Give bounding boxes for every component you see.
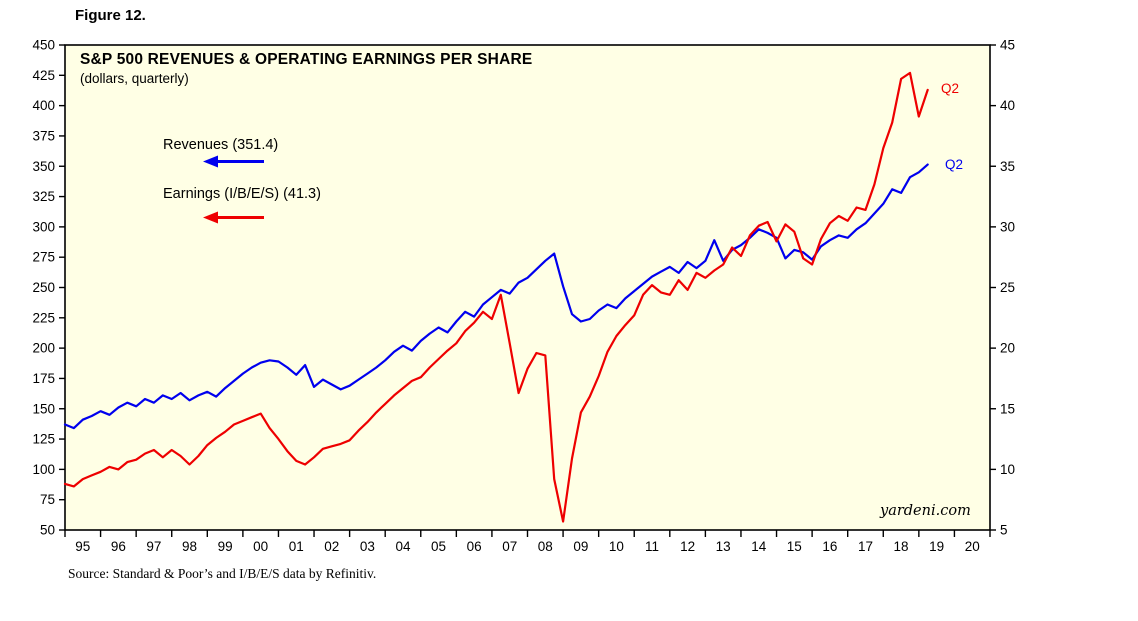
svg-text:20: 20 bbox=[965, 539, 980, 554]
svg-text:100: 100 bbox=[32, 462, 55, 477]
svg-text:12: 12 bbox=[680, 539, 695, 554]
svg-text:00: 00 bbox=[253, 539, 268, 554]
plot-area bbox=[64, 44, 991, 531]
svg-text:125: 125 bbox=[32, 432, 55, 447]
svg-text:03: 03 bbox=[360, 539, 375, 554]
svg-text:99: 99 bbox=[218, 539, 233, 554]
svg-text:11: 11 bbox=[645, 539, 659, 554]
earnings-endpoint-label: Q2 bbox=[941, 81, 960, 96]
svg-text:50: 50 bbox=[40, 523, 55, 538]
svg-text:02: 02 bbox=[324, 539, 339, 554]
earnings-legend-label: Earnings (I/B/E/S) (41.3) bbox=[163, 186, 321, 202]
svg-text:07: 07 bbox=[502, 539, 517, 554]
svg-text:200: 200 bbox=[32, 341, 55, 356]
svg-text:18: 18 bbox=[894, 539, 909, 554]
svg-text:25: 25 bbox=[1000, 280, 1015, 295]
svg-text:10: 10 bbox=[609, 539, 624, 554]
svg-text:04: 04 bbox=[395, 539, 411, 554]
svg-text:15: 15 bbox=[787, 539, 802, 554]
svg-text:08: 08 bbox=[538, 539, 553, 554]
chart-subtitle: (dollars, quarterly) bbox=[80, 71, 189, 86]
svg-text:20: 20 bbox=[1000, 341, 1015, 356]
svg-text:05: 05 bbox=[431, 539, 446, 554]
svg-text:400: 400 bbox=[32, 98, 55, 113]
revenues-legend-label: Revenues (351.4) bbox=[163, 137, 279, 153]
svg-text:97: 97 bbox=[146, 539, 161, 554]
svg-text:15: 15 bbox=[1000, 401, 1015, 416]
svg-text:17: 17 bbox=[858, 539, 873, 554]
earnings-line bbox=[63, 71, 929, 523]
revenues-endpoint-label: Q2 bbox=[945, 157, 964, 172]
chart-title: S&P 500 REVENUES & OPERATING EARNINGS PE… bbox=[80, 51, 533, 68]
svg-text:75: 75 bbox=[40, 492, 55, 507]
yardeni-watermark: yardeni.com bbox=[880, 503, 971, 519]
svg-text:250: 250 bbox=[32, 280, 55, 295]
svg-text:95: 95 bbox=[75, 539, 90, 554]
chart-canvas: 5075100125150175200225250275300325350375… bbox=[32, 38, 1015, 555]
svg-text:325: 325 bbox=[32, 189, 55, 204]
svg-text:450: 450 bbox=[32, 38, 55, 53]
svg-text:14: 14 bbox=[751, 539, 767, 554]
svg-text:375: 375 bbox=[32, 128, 55, 143]
svg-text:40: 40 bbox=[1000, 98, 1015, 113]
earnings-left-arrow-icon bbox=[203, 211, 265, 224]
svg-text:175: 175 bbox=[32, 371, 55, 386]
svg-text:09: 09 bbox=[573, 539, 588, 554]
svg-text:275: 275 bbox=[32, 250, 55, 265]
svg-text:16: 16 bbox=[822, 539, 837, 554]
svg-text:5: 5 bbox=[1000, 523, 1008, 538]
svg-text:35: 35 bbox=[1000, 159, 1015, 174]
revenues-line bbox=[63, 163, 929, 430]
svg-text:19: 19 bbox=[929, 539, 944, 554]
revenues-left-arrow-icon bbox=[203, 155, 265, 168]
figure-label: Figure 12. bbox=[75, 7, 146, 24]
svg-text:01: 01 bbox=[289, 539, 304, 554]
svg-text:30: 30 bbox=[1000, 219, 1015, 234]
source-note: Source: Standard & Poor’s and I/B/E/S da… bbox=[68, 566, 377, 581]
svg-text:96: 96 bbox=[111, 539, 126, 554]
svg-text:150: 150 bbox=[32, 401, 55, 416]
svg-text:350: 350 bbox=[32, 159, 55, 174]
svg-text:225: 225 bbox=[32, 310, 55, 325]
svg-text:13: 13 bbox=[716, 539, 731, 554]
svg-text:98: 98 bbox=[182, 539, 197, 554]
svg-text:300: 300 bbox=[32, 219, 55, 234]
svg-text:10: 10 bbox=[1000, 462, 1015, 477]
svg-text:45: 45 bbox=[1000, 38, 1015, 53]
svg-text:06: 06 bbox=[467, 539, 482, 554]
svg-text:425: 425 bbox=[32, 68, 55, 83]
